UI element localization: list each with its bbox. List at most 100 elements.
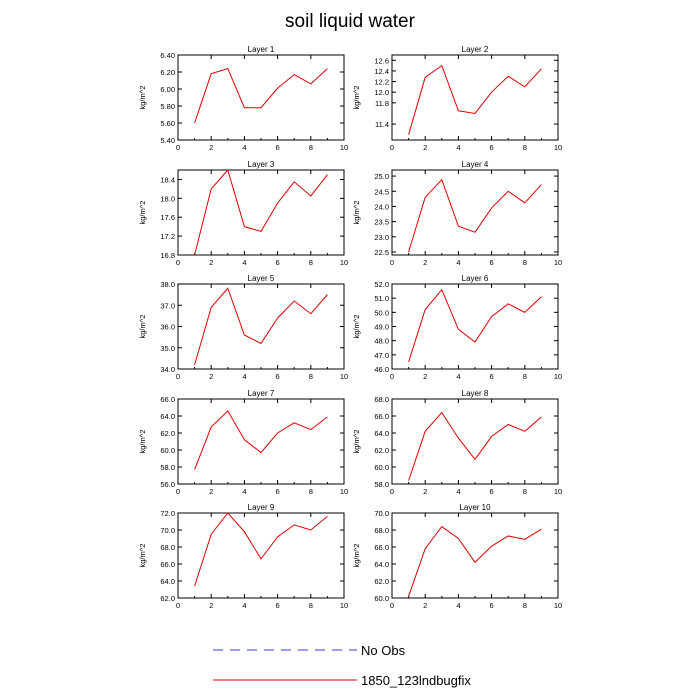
x-tick-label: 10: [340, 601, 348, 610]
x-tick-label: 0: [390, 487, 394, 496]
panel-title: Layer 10: [459, 503, 491, 512]
series-line: [194, 168, 328, 256]
y-axis-label: kg/m^2: [138, 86, 147, 110]
y-tick-label: 36.0: [160, 323, 175, 332]
y-tick-label: 24.0: [374, 202, 389, 211]
y-tick-label: 6.20: [160, 68, 175, 77]
x-tick-label: 4: [456, 258, 460, 267]
y-tick-label: 64.0: [160, 577, 175, 586]
y-tick-label: 51.0: [374, 294, 389, 303]
y-tick-label: 52.0: [374, 280, 389, 289]
panel-layer-8: Layer 8 0 2 4 6 8 10 58.0 60.0 62.0 64.0 66.0 68.0 kg…: [352, 389, 562, 496]
y-tick-label: 64.0: [374, 429, 389, 438]
x-tick-label: 8: [309, 258, 313, 267]
x-tick-label: 6: [490, 487, 494, 496]
series-line: [194, 287, 328, 365]
y-axis-label: kg/m^2: [138, 315, 147, 339]
x-tick-label: 6: [276, 143, 280, 152]
panel-title: Layer 6: [462, 274, 489, 283]
y-tick-label: 60.0: [160, 446, 175, 455]
y-axis-label: kg/m^2: [352, 86, 361, 110]
y-tick-label: 23.0: [374, 233, 389, 242]
plot-frame: [177, 398, 345, 485]
x-tick-label: 4: [242, 372, 246, 381]
series-line: [408, 178, 542, 253]
y-tick-label: 11.4: [375, 120, 389, 129]
y-tick-label: 18.4: [160, 175, 175, 184]
y-tick-label: 68.0: [160, 543, 175, 552]
x-tick-label: 10: [554, 372, 562, 381]
x-tick-label: 6: [490, 258, 494, 267]
x-tick-label: 4: [242, 258, 246, 267]
x-tick-label: 6: [276, 601, 280, 610]
y-axis-label: kg/m^2: [352, 201, 361, 225]
y-tick-label: 64.0: [160, 412, 175, 421]
y-tick-label: 12.4: [374, 67, 389, 76]
y-tick-label: 12.6: [374, 56, 389, 65]
x-tick-label: 6: [276, 372, 280, 381]
y-tick-label: 11.8: [375, 99, 389, 108]
x-tick-label: 2: [423, 143, 427, 152]
x-tick-label: 0: [390, 372, 394, 381]
x-tick-label: 8: [523, 372, 527, 381]
panel-title: Layer 5: [248, 274, 275, 283]
panel-title: Layer 4: [462, 160, 489, 169]
y-tick-label: 66.0: [374, 543, 389, 552]
x-tick-label: 8: [523, 143, 527, 152]
x-tick-label: 4: [456, 372, 460, 381]
x-tick-label: 8: [523, 487, 527, 496]
y-tick-label: 24.5: [374, 187, 389, 196]
x-tick-label: 4: [242, 601, 246, 610]
x-tick-label: 8: [309, 143, 313, 152]
y-tick-label: 17.6: [160, 213, 175, 222]
y-tick-label: 38.0: [160, 280, 175, 289]
x-tick-label: 10: [340, 143, 348, 152]
y-tick-label: 70.0: [374, 509, 389, 518]
y-tick-label: 60.0: [374, 594, 389, 603]
x-tick-label: 0: [176, 143, 180, 152]
y-tick-label: 12.0: [374, 88, 389, 97]
y-tick-label: 16.8: [160, 251, 175, 260]
x-tick-label: 4: [456, 143, 460, 152]
x-tick-label: 10: [554, 487, 562, 496]
panel-layer-6: Layer 6 0 2 4 6 8 10 46.0 47.0 48.0 49.0 50.0 51.0 52…: [352, 274, 562, 381]
x-tick-label: 2: [423, 372, 427, 381]
plot-frame: [391, 169, 559, 256]
panel-title: Layer 2: [462, 45, 489, 54]
y-tick-label: 64.0: [374, 560, 389, 569]
y-tick-label: 5.80: [160, 102, 175, 111]
x-tick-label: 8: [523, 601, 527, 610]
y-tick-label: 35.0: [160, 344, 175, 353]
x-tick-label: 6: [490, 372, 494, 381]
plot-frame: [177, 512, 345, 599]
x-tick-label: 10: [554, 601, 562, 610]
figure-title: soil liquid water: [285, 11, 416, 32]
y-tick-label: 18.0: [160, 194, 175, 203]
panel-layer-4: Layer 4 0 2 4 6 8 10 22.5 23.0 23.5 24.0 24.5 25.0 kg…: [352, 160, 562, 267]
y-tick-label: 5.60: [160, 119, 175, 128]
y-tick-label: 66.0: [374, 412, 389, 421]
y-tick-label: 34.0: [160, 365, 175, 374]
x-tick-label: 0: [176, 258, 180, 267]
x-tick-label: 0: [176, 372, 180, 381]
y-tick-label: 12.2: [374, 78, 389, 87]
series-line: [408, 411, 542, 481]
y-tick-label: 6.40: [160, 51, 175, 60]
x-tick-label: 10: [340, 487, 348, 496]
y-tick-label: 50.0: [374, 308, 389, 317]
x-tick-label: 4: [456, 601, 460, 610]
y-tick-label: 37.0: [160, 301, 175, 310]
series-line: [194, 512, 328, 587]
y-tick-label: 60.0: [374, 463, 389, 472]
x-tick-label: 4: [456, 487, 460, 496]
x-tick-label: 2: [209, 258, 213, 267]
y-tick-label: 49.0: [374, 323, 389, 332]
plot-frame: [391, 283, 559, 370]
x-tick-label: 8: [523, 258, 527, 267]
x-tick-label: 6: [490, 143, 494, 152]
y-tick-label: 46.0: [374, 365, 389, 374]
x-tick-label: 8: [309, 372, 313, 381]
x-tick-label: 6: [276, 258, 280, 267]
y-tick-label: 6.00: [160, 85, 175, 94]
panel-layer-2: Layer 2 0 2 4 6 8 10 11.4 11.8 12.012.2 12.4 12.6 kg…: [352, 45, 562, 152]
